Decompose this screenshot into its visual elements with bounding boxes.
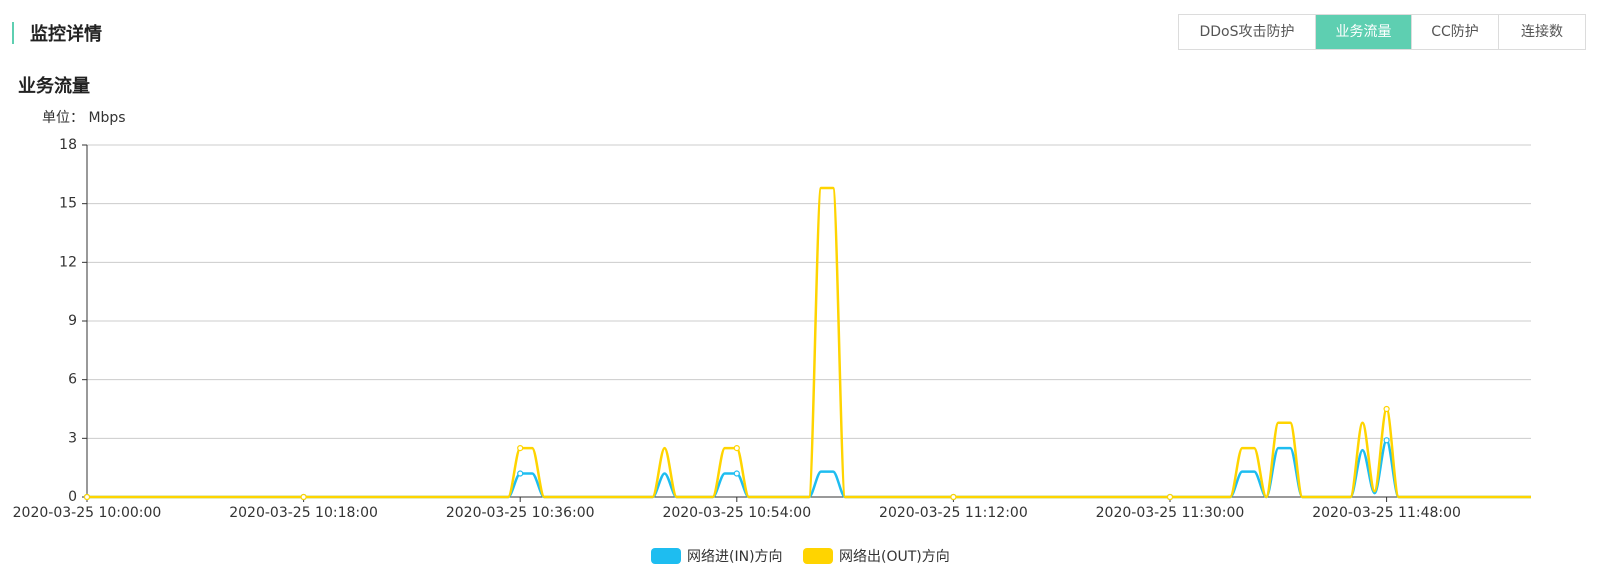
x-tick-label: 2020-03-25 10:36:00	[446, 505, 595, 521]
legend-swatch	[651, 548, 681, 564]
point-symbol	[1383, 437, 1390, 444]
x-tick-label: 2020-03-25 10:54:00	[662, 505, 811, 521]
point-symbol	[733, 445, 740, 452]
legend-label: 网络出(OUT)方向	[839, 549, 950, 565]
point-symbol	[733, 470, 740, 477]
x-tick-label: 2020-03-25 11:30:00	[1096, 505, 1245, 521]
x-tick-label: 2020-03-25 11:48:00	[1312, 505, 1461, 521]
section-title: 业务流量	[18, 76, 90, 97]
y-tick-label: 12	[59, 254, 77, 270]
x-tick-label: 2020-03-25 11:12:00	[879, 505, 1028, 521]
y-tick-label: 18	[59, 137, 77, 153]
point-symbol	[517, 445, 524, 452]
y-tick-label: 0	[68, 489, 77, 505]
legend-item: 网络进(IN)方向	[651, 548, 783, 565]
point-symbol	[83, 493, 91, 501]
series-line	[87, 439, 1532, 499]
y-tick-label: 3	[68, 430, 77, 446]
point-symbol	[1166, 493, 1174, 501]
tab[interactable]: 连接数	[1498, 15, 1585, 49]
point-symbol	[1383, 405, 1390, 413]
point-symbol	[950, 493, 957, 501]
x-tick-label: 2020-03-25 10:00:00	[13, 505, 162, 521]
legend-item: 网络出(OUT)方向	[803, 548, 950, 565]
tab-bar: DDoS攻击防护 业务流量 CC防护 连接数	[1178, 14, 1586, 50]
legend-label: 网络进(IN)方向	[687, 549, 783, 565]
title-accent	[12, 22, 14, 44]
point-symbol	[300, 493, 307, 501]
page-title: 监控详情	[30, 24, 102, 45]
x-tick-label: 2020-03-25 10:18:00	[229, 505, 378, 521]
y-tick-label: 6	[68, 372, 77, 388]
tab[interactable]: CC防护	[1411, 15, 1498, 49]
y-tick-label: 15	[59, 196, 77, 212]
y-tick-label: 9	[68, 313, 77, 329]
unit-label: 单位： Mbps	[42, 110, 126, 126]
tab[interactable]: 业务流量	[1315, 15, 1411, 49]
legend-swatch	[803, 548, 833, 564]
series-line	[87, 186, 1532, 499]
point-symbol	[517, 470, 524, 477]
tab[interactable]: DDoS攻击防护	[1199, 24, 1295, 40]
